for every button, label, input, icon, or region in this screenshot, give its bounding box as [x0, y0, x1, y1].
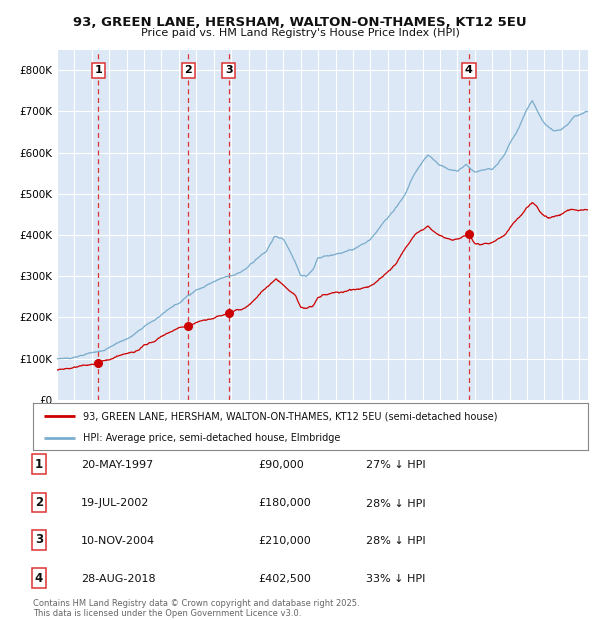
- Text: 4: 4: [465, 65, 473, 76]
- Text: 1: 1: [95, 65, 103, 76]
- Text: £210,000: £210,000: [258, 536, 311, 546]
- Text: 28-AUG-2018: 28-AUG-2018: [81, 574, 155, 584]
- Text: 93, GREEN LANE, HERSHAM, WALTON-ON-THAMES, KT12 5EU (semi-detached house): 93, GREEN LANE, HERSHAM, WALTON-ON-THAME…: [83, 411, 497, 421]
- Text: Price paid vs. HM Land Registry's House Price Index (HPI): Price paid vs. HM Land Registry's House …: [140, 28, 460, 38]
- Text: 2: 2: [185, 65, 193, 76]
- Text: 33% ↓ HPI: 33% ↓ HPI: [366, 574, 425, 584]
- Text: 20-MAY-1997: 20-MAY-1997: [81, 460, 153, 470]
- Text: HPI: Average price, semi-detached house, Elmbridge: HPI: Average price, semi-detached house,…: [83, 433, 340, 443]
- Text: 2: 2: [35, 496, 43, 509]
- Text: £402,500: £402,500: [258, 574, 311, 584]
- Text: 93, GREEN LANE, HERSHAM, WALTON-ON-THAMES, KT12 5EU: 93, GREEN LANE, HERSHAM, WALTON-ON-THAME…: [73, 16, 527, 29]
- Text: £90,000: £90,000: [258, 460, 304, 470]
- Text: Contains HM Land Registry data © Crown copyright and database right 2025.
This d: Contains HM Land Registry data © Crown c…: [33, 599, 359, 618]
- Text: 4: 4: [35, 572, 43, 585]
- Text: 28% ↓ HPI: 28% ↓ HPI: [366, 498, 425, 508]
- Text: 28% ↓ HPI: 28% ↓ HPI: [366, 536, 425, 546]
- Text: 10-NOV-2004: 10-NOV-2004: [81, 536, 155, 546]
- Text: 3: 3: [35, 533, 43, 546]
- Text: 19-JUL-2002: 19-JUL-2002: [81, 498, 149, 508]
- Text: 1: 1: [35, 458, 43, 471]
- Text: 27% ↓ HPI: 27% ↓ HPI: [366, 460, 425, 470]
- Text: 3: 3: [225, 65, 232, 76]
- Text: £180,000: £180,000: [258, 498, 311, 508]
